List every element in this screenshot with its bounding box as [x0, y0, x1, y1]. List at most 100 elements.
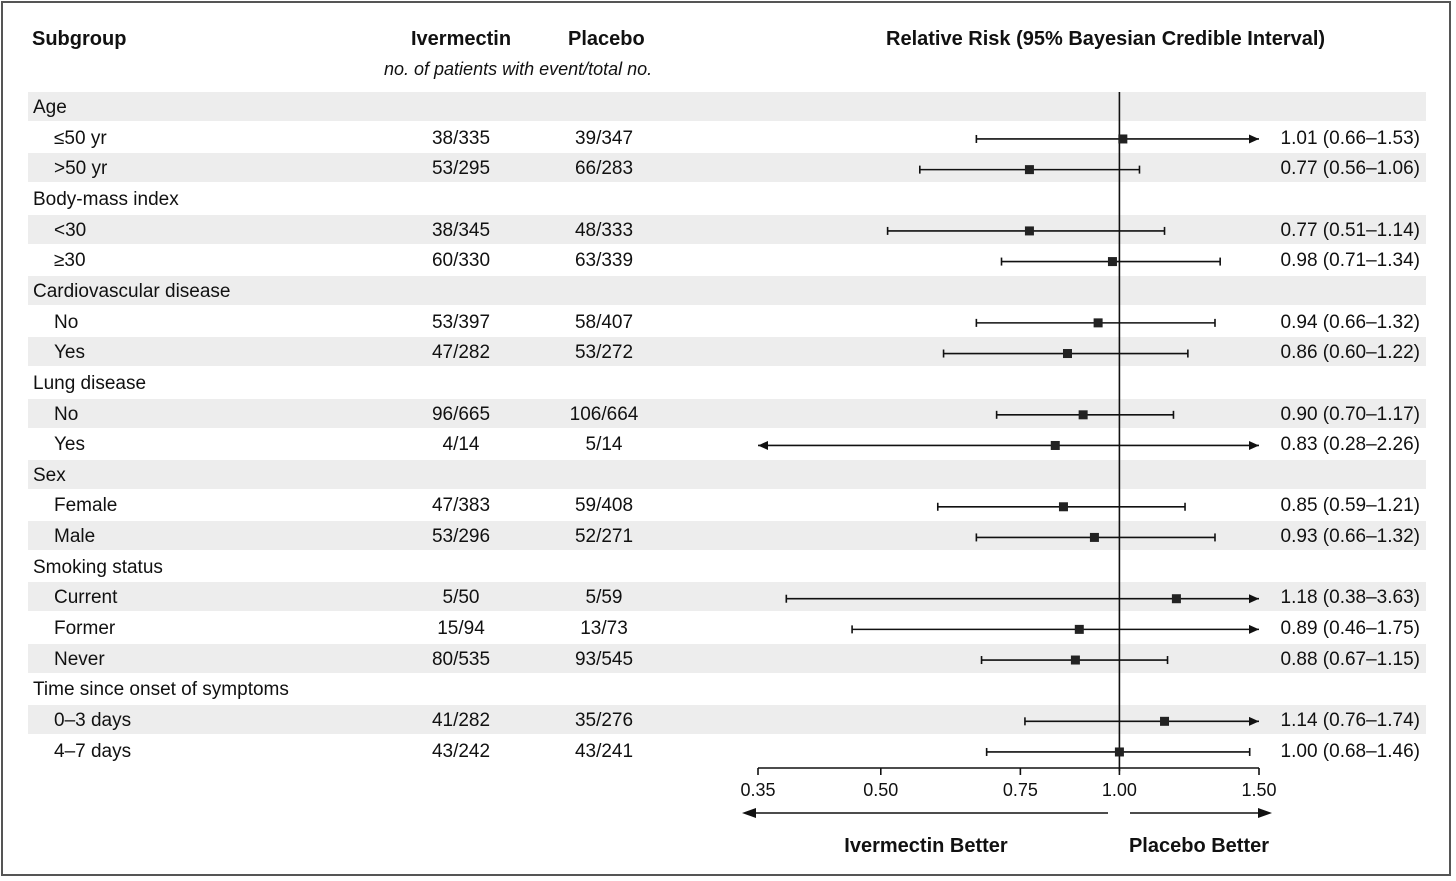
placebo-count: 43/241 — [574, 740, 634, 762]
x-tick-label: 0.75 — [1003, 780, 1038, 800]
subgroup-label: 0–3 days — [54, 710, 132, 731]
header-relative-risk: Relative Risk (95% Bayesian Credible Int… — [886, 28, 1326, 50]
ivermectin-count: 38/345 — [431, 219, 491, 241]
subgroup-label: Male — [54, 526, 96, 548]
placebo-better-label: Placebo Better — [1129, 835, 1269, 857]
subgroup-label: Never — [54, 648, 105, 670]
point-estimate — [1078, 410, 1088, 420]
ivermectin-count: 43/242 — [431, 740, 491, 762]
placebo-count: 106/664 — [569, 403, 639, 425]
subgroup-label: Former — [54, 618, 116, 640]
ivermectin-count: 38/335 — [431, 127, 491, 149]
ivermectin-count: 4/14 — [442, 434, 480, 456]
group-row: Smoking status — [28, 552, 1426, 581]
x-tick-label: 0.50 — [863, 780, 898, 800]
ivermectin-count: 41/282 — [431, 710, 491, 731]
ivermectin-count: 47/282 — [431, 342, 491, 364]
placebo-count: 58/407 — [574, 311, 634, 333]
placebo-count: 35/276 — [574, 710, 634, 731]
table-row: Male 53/296 52/271 0.93 (0.66–1.32) — [28, 521, 1426, 551]
ci-arrow-right — [1249, 624, 1259, 634]
table-row: <30 38/345 48/333 0.77 (0.51–1.14) — [28, 214, 1426, 244]
point-estimate — [1114, 747, 1124, 757]
ivermectin-count: 96/665 — [431, 403, 491, 425]
table-row: Never 80/535 93/545 0.88 (0.67–1.15) — [28, 643, 1426, 673]
group-label: Lung disease — [33, 372, 147, 394]
relative-risk-value: 0.89 (0.46–1.75) — [1280, 618, 1420, 640]
relative-risk-value: 1.14 (0.76–1.74) — [1280, 710, 1420, 731]
relative-risk-value: 0.85 (0.59–1.21) — [1280, 495, 1420, 517]
placebo-count: 5/59 — [585, 587, 623, 609]
ivermectin-count: 60/330 — [431, 250, 491, 272]
table-row: No 53/397 58/407 0.94 (0.66–1.32) — [28, 307, 1426, 336]
table-row: Former 15/94 13/73 0.89 (0.46–1.75) — [28, 613, 1426, 642]
table-row: 4–7 days 43/242 43/241 1.00 (0.68–1.46) — [28, 736, 1426, 765]
subgroup-label: ≤50 yr — [54, 127, 107, 149]
header-placebo: Placebo — [568, 28, 645, 50]
point-estimate — [1070, 655, 1080, 665]
point-estimate — [1024, 226, 1034, 236]
relative-risk-value: 0.77 (0.56–1.06) — [1280, 158, 1420, 180]
point-estimate — [1118, 134, 1128, 144]
relative-risk-value: 0.88 (0.67–1.15) — [1280, 648, 1420, 670]
group-label: Body-mass index — [33, 188, 179, 210]
group-row: Time since onset of symptoms — [28, 674, 1426, 703]
group-label: Cardiovascular disease — [33, 280, 231, 302]
ivermectin-count: 5/50 — [442, 587, 480, 609]
header-ivermectin: Ivermectin — [411, 28, 512, 50]
point-estimate — [1093, 318, 1103, 328]
placebo-count: 93/545 — [574, 648, 634, 670]
placebo-count: 63/339 — [574, 250, 634, 272]
table-row: Yes 47/282 53/272 0.86 (0.60–1.22) — [28, 337, 1426, 367]
group-label: Sex — [33, 464, 66, 486]
placebo-count: 39/347 — [574, 127, 634, 149]
placebo-count: 5/14 — [585, 434, 623, 456]
table-row: ≤50 yr 38/335 39/347 1.01 (0.66–1.53) — [28, 123, 1426, 152]
ivermectin-count: 53/296 — [431, 526, 491, 548]
table-row: No 96/665 106/664 0.90 (0.70–1.17) — [28, 398, 1426, 428]
ivermectin-count: 80/535 — [431, 648, 491, 670]
group-label: Time since onset of symptoms — [33, 679, 289, 701]
ci-arrow-right — [1249, 594, 1259, 604]
x-tick-label: 1.00 — [1102, 780, 1137, 800]
relative-risk-value: 0.77 (0.51–1.14) — [1280, 219, 1420, 241]
header-subgroup: Subgroup — [32, 28, 127, 50]
subgroup-label: No — [54, 403, 79, 425]
header-subtitle: no. of patients with event/total no. — [384, 59, 653, 79]
placebo-count: 48/333 — [574, 219, 634, 241]
group-row: Sex — [28, 459, 1426, 489]
ci-arrow-right — [1249, 440, 1259, 450]
relative-risk-value: 1.00 (0.68–1.46) — [1280, 740, 1420, 762]
ivermectin-count: 53/397 — [431, 311, 491, 333]
point-estimate — [1062, 349, 1072, 359]
subgroup-label: Yes — [54, 342, 85, 364]
ivermectin-better-label: Ivermectin Better — [844, 835, 1008, 857]
point-estimate — [1160, 716, 1170, 726]
table-row: >50 yr 53/295 66/283 0.77 (0.56–1.06) — [28, 153, 1426, 183]
group-row: Age — [28, 92, 1426, 121]
subgroup-label: Female — [54, 495, 118, 517]
ci-arrow-right — [1249, 134, 1259, 144]
table-row: 0–3 days 41/282 35/276 1.14 (0.76–1.74) — [28, 705, 1426, 734]
relative-risk-value: 0.90 (0.70–1.17) — [1280, 403, 1420, 425]
relative-risk-value: 0.86 (0.60–1.22) — [1280, 342, 1420, 364]
group-row: Lung disease — [28, 368, 1426, 397]
placebo-count: 52/271 — [574, 526, 634, 548]
arrow-left-head — [742, 808, 756, 818]
table-row: Female 47/383 59/408 0.85 (0.59–1.21) — [28, 490, 1426, 519]
group-row: Body-mass index — [28, 184, 1426, 213]
group-label: Age — [33, 97, 67, 118]
point-estimate — [1050, 440, 1060, 450]
point-estimate — [1107, 257, 1117, 267]
ivermectin-count: 15/94 — [437, 618, 485, 640]
x-tick-label: 1.50 — [1241, 780, 1276, 800]
point-estimate — [1058, 502, 1068, 512]
ci-arrow-right — [1249, 716, 1259, 726]
relative-risk-value: 0.94 (0.66–1.32) — [1280, 311, 1420, 333]
subgroup-label: <30 — [54, 219, 87, 241]
relative-risk-value: 0.98 (0.71–1.34) — [1280, 250, 1420, 272]
ivermectin-count: 53/295 — [431, 158, 491, 180]
x-tick-label: 0.35 — [740, 780, 775, 800]
